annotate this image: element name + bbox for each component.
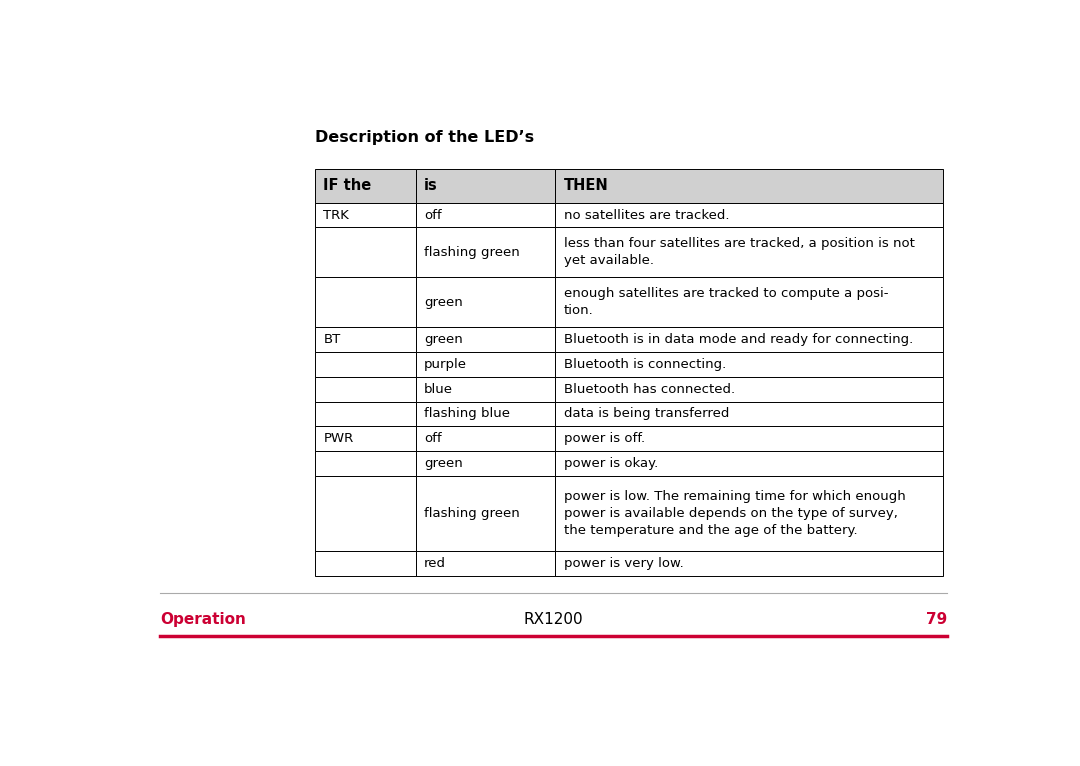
- Bar: [416, 327, 555, 352]
- Bar: [555, 277, 943, 327]
- Text: 79: 79: [926, 612, 947, 627]
- Text: off: off: [424, 432, 442, 445]
- Bar: [416, 277, 555, 327]
- Bar: [416, 377, 555, 401]
- Text: purple: purple: [424, 358, 467, 371]
- Bar: [315, 401, 416, 427]
- Bar: [315, 228, 416, 277]
- Bar: [315, 551, 416, 575]
- Text: blue: blue: [424, 382, 454, 395]
- Bar: [555, 203, 943, 228]
- Text: enough satellites are tracked to compute a posi-
tion.: enough satellites are tracked to compute…: [564, 287, 888, 317]
- Text: green: green: [424, 333, 463, 346]
- Bar: [416, 551, 555, 575]
- Bar: [555, 169, 943, 203]
- Bar: [555, 377, 943, 401]
- Text: power is low. The remaining time for which enough
power is available depends on : power is low. The remaining time for whi…: [564, 490, 905, 537]
- Text: Bluetooth is in data mode and ready for connecting.: Bluetooth is in data mode and ready for …: [564, 333, 913, 346]
- Text: red: red: [424, 557, 446, 570]
- Bar: [315, 476, 416, 551]
- Text: IF the: IF the: [323, 178, 372, 193]
- Bar: [416, 427, 555, 451]
- Text: green: green: [424, 457, 463, 470]
- Text: power is okay.: power is okay.: [564, 457, 658, 470]
- Bar: [416, 228, 555, 277]
- Text: flashing green: flashing green: [424, 246, 519, 259]
- Bar: [555, 451, 943, 476]
- Text: less than four satellites are tracked, a position is not
yet available.: less than four satellites are tracked, a…: [564, 237, 915, 267]
- Bar: [315, 352, 416, 377]
- Bar: [416, 352, 555, 377]
- Bar: [416, 169, 555, 203]
- Bar: [315, 427, 416, 451]
- Bar: [555, 551, 943, 575]
- Text: power is off.: power is off.: [564, 432, 645, 445]
- Bar: [555, 401, 943, 427]
- Bar: [315, 377, 416, 401]
- Text: THEN: THEN: [564, 178, 608, 193]
- Bar: [555, 476, 943, 551]
- Bar: [416, 451, 555, 476]
- Text: RX1200: RX1200: [524, 612, 583, 627]
- Text: PWR: PWR: [323, 432, 353, 445]
- Bar: [315, 203, 416, 228]
- Text: Bluetooth has connected.: Bluetooth has connected.: [564, 382, 734, 395]
- Bar: [416, 401, 555, 427]
- Bar: [315, 451, 416, 476]
- Text: off: off: [424, 208, 442, 221]
- Bar: [555, 228, 943, 277]
- Bar: [416, 476, 555, 551]
- Bar: [315, 169, 416, 203]
- Text: TRK: TRK: [323, 208, 349, 221]
- Bar: [555, 327, 943, 352]
- Text: flashing green: flashing green: [424, 507, 519, 520]
- Text: is: is: [424, 178, 437, 193]
- Bar: [315, 327, 416, 352]
- Bar: [416, 203, 555, 228]
- Text: flashing blue: flashing blue: [424, 408, 510, 421]
- Bar: [555, 352, 943, 377]
- Text: BT: BT: [323, 333, 340, 346]
- Bar: [555, 427, 943, 451]
- Text: Operation: Operation: [160, 612, 246, 627]
- Text: Bluetooth is connecting.: Bluetooth is connecting.: [564, 358, 726, 371]
- Text: no satellites are tracked.: no satellites are tracked.: [564, 208, 729, 221]
- Text: power is very low.: power is very low.: [564, 557, 684, 570]
- Text: data is being transferred: data is being transferred: [564, 408, 729, 421]
- Text: green: green: [424, 296, 463, 309]
- Bar: [315, 277, 416, 327]
- Text: Description of the LED’s: Description of the LED’s: [315, 130, 535, 145]
